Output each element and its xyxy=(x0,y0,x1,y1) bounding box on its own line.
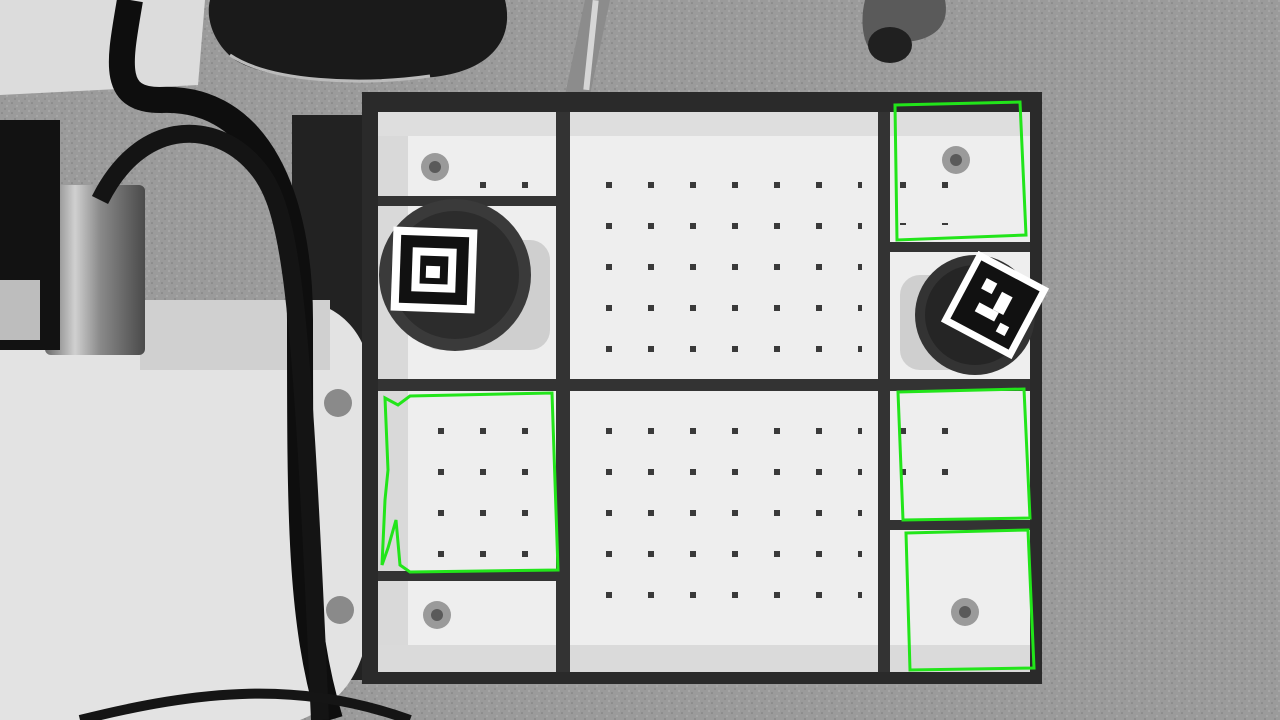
connector-cylinder xyxy=(45,185,145,355)
connector-bracket xyxy=(0,280,40,340)
highlight-cell-top-right xyxy=(893,100,1028,242)
holes-center-top xyxy=(572,165,862,370)
holes-center-bottom xyxy=(572,405,862,605)
aruco-marker-right xyxy=(940,250,1050,360)
bottle-left xyxy=(379,199,550,351)
screw-top-left xyxy=(421,153,449,181)
robot-bolt-1 xyxy=(324,389,352,417)
highlight-cell-mid-right xyxy=(896,387,1032,522)
cable-2 xyxy=(91,124,329,720)
cable-3 xyxy=(78,688,412,720)
tray-top-lip xyxy=(378,112,1030,136)
divider-horizontal-right-top xyxy=(888,242,1030,252)
bottle-right xyxy=(900,250,1050,375)
robot-bolt-2 xyxy=(326,596,354,624)
screw-bottom-right xyxy=(951,598,979,626)
aruco-marker-left xyxy=(390,226,478,314)
chair-wheel-hub xyxy=(868,27,912,63)
chair-leg-highlight xyxy=(583,0,599,91)
screw-bottom-left xyxy=(423,601,451,629)
holes-left-mid xyxy=(425,405,555,565)
tray xyxy=(362,92,1042,684)
shoe-shape xyxy=(208,0,508,81)
chair-leg xyxy=(565,0,610,95)
holes-right-mid xyxy=(885,405,965,485)
divider-vertical-left xyxy=(556,112,570,672)
highlight-cell-mid-left xyxy=(380,391,560,574)
holes-right-top xyxy=(885,165,965,225)
divider-horizontal-right-bottom xyxy=(888,520,1030,530)
tray-bottom-lip xyxy=(378,645,1030,672)
shoe-sole xyxy=(229,53,431,83)
divider-horizontal-left-bottom xyxy=(378,571,558,581)
highlight-cell-bottom-right xyxy=(904,528,1036,672)
divider-horizontal-mid xyxy=(378,379,1030,391)
detection-overlays xyxy=(380,100,1036,672)
divider-vertical-right xyxy=(878,112,890,672)
robot-arm-body xyxy=(0,300,370,720)
corner-panel xyxy=(0,0,205,95)
screw-top-right xyxy=(942,146,970,174)
